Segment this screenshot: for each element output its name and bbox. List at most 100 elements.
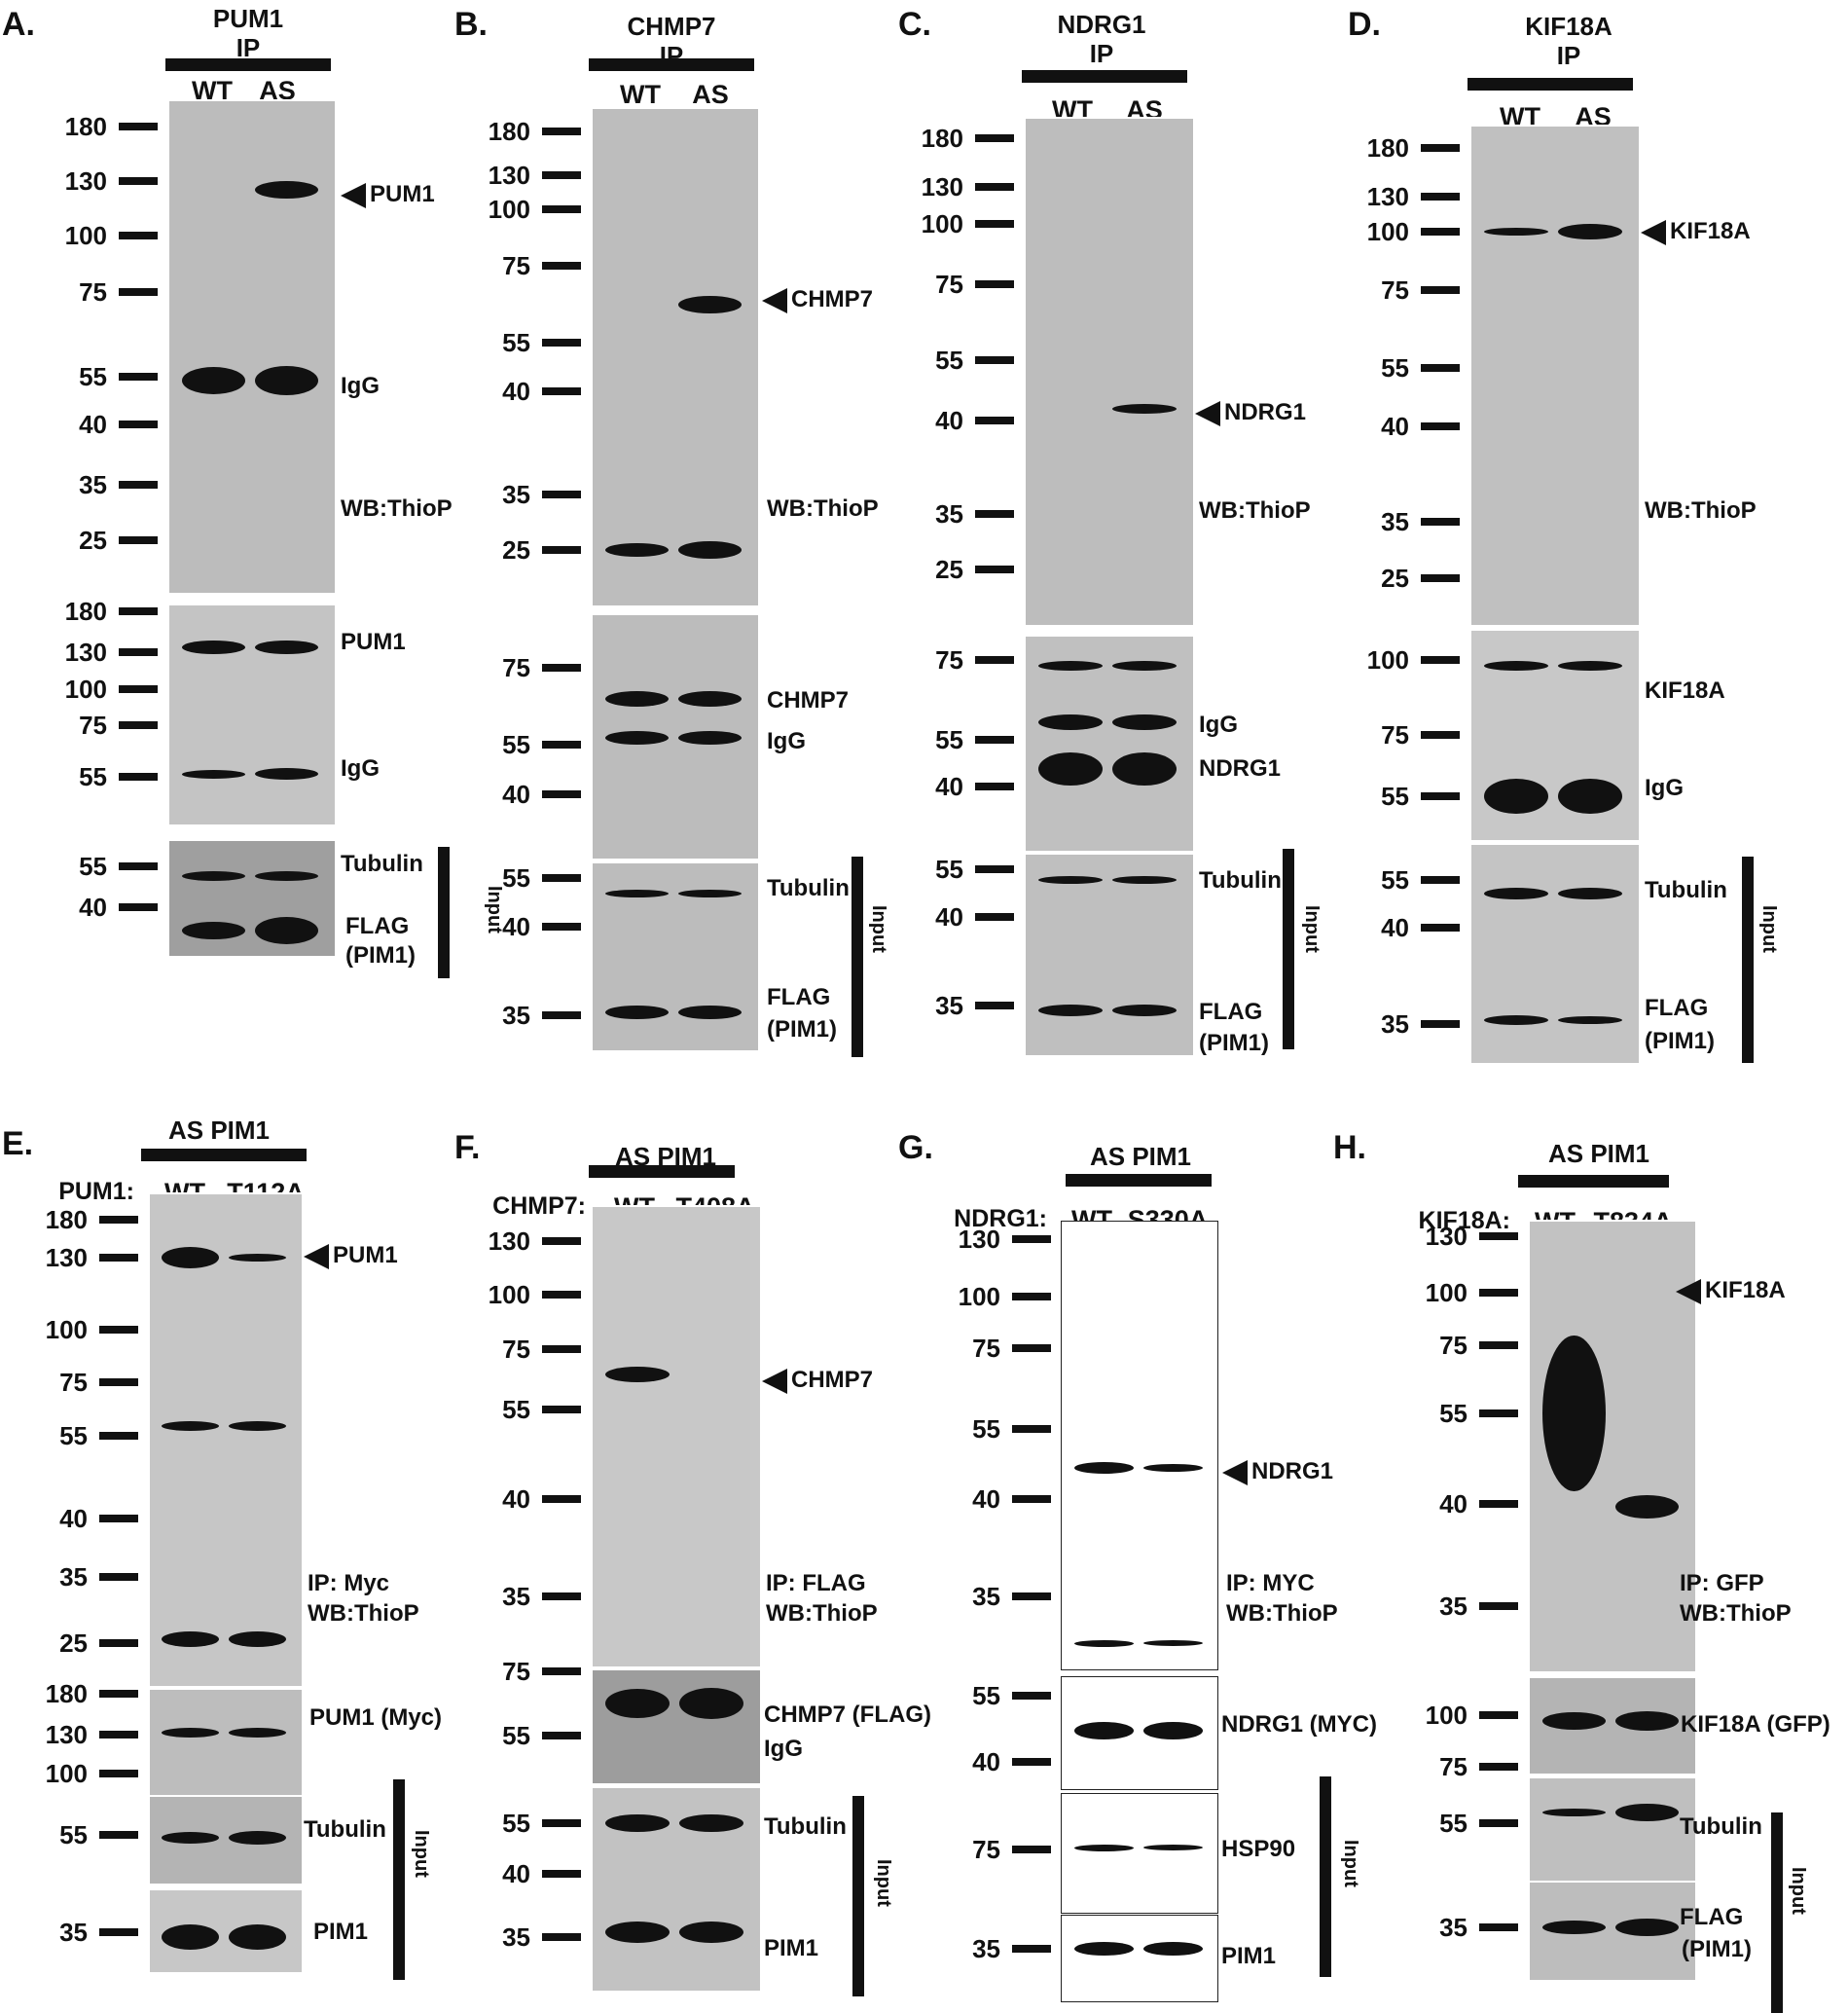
arrowhead-icon	[1641, 219, 1666, 245]
protein-band	[182, 922, 245, 939]
arrow-label: CHMP7	[791, 286, 874, 312]
band-label: (PIM1)	[767, 1016, 837, 1043]
protein-band	[1542, 1336, 1606, 1491]
mw-label: 25	[935, 555, 963, 584]
mw-tick	[542, 387, 581, 395]
mw-label: 40	[502, 780, 530, 809]
mw-marker: 75	[1367, 1754, 1518, 1779]
band-label: FLAG	[1199, 999, 1263, 1025]
mw-marker: 35	[1367, 1915, 1518, 1940]
mw-label: 130	[64, 166, 107, 196]
mw-tick	[542, 128, 581, 135]
blot-membrane	[591, 1668, 762, 1785]
mw-tick	[542, 1237, 581, 1245]
group-bar	[1518, 1175, 1669, 1188]
protein-band	[1074, 1639, 1135, 1647]
band-label: IgG	[341, 755, 380, 782]
mw-label: 75	[1439, 1752, 1468, 1781]
arrowhead-icon	[762, 287, 787, 313]
mw-tick	[99, 1928, 138, 1936]
panel-label: H.	[1333, 1129, 1366, 1166]
band-label: IgG	[1645, 775, 1684, 801]
mw-label: 35	[59, 1918, 88, 1947]
band-label: KIF18A	[1645, 677, 1725, 704]
mw-marker: 40	[863, 904, 1014, 930]
protein-band	[1112, 404, 1177, 414]
protein-band	[255, 768, 318, 780]
mw-marker: 55	[430, 1723, 581, 1748]
mw-tick	[975, 183, 1014, 191]
protein-band	[1615, 1804, 1679, 1821]
mw-tick	[542, 171, 581, 179]
mw-label: 75	[79, 711, 107, 740]
protein-band	[255, 917, 318, 944]
input-bracket	[1283, 849, 1294, 1049]
mw-tick	[99, 1432, 138, 1440]
group-bar	[165, 58, 331, 71]
blot-membrane	[1061, 1793, 1218, 1914]
mw-marker: 55	[7, 364, 158, 389]
mw-label: 100	[488, 1280, 530, 1309]
blot-membrane	[1469, 125, 1641, 627]
mw-marker: 100	[900, 1284, 1051, 1309]
protein-band	[1038, 661, 1103, 671]
mw-label: 35	[502, 1582, 530, 1611]
mw-label: 40	[502, 1484, 530, 1514]
mw-marker: 55	[430, 330, 581, 355]
protein-band	[1484, 1015, 1548, 1025]
mw-marker: 130	[0, 1245, 138, 1270]
mw-marker: 55	[430, 1397, 581, 1422]
mw-label: 55	[502, 1721, 530, 1750]
protein-band	[605, 1006, 669, 1019]
mw-tick	[99, 1515, 138, 1522]
panel-title: NDRG1	[1057, 10, 1146, 39]
band-label: IgG	[341, 373, 380, 399]
mw-label: 35	[502, 1001, 530, 1030]
mw-tick	[542, 262, 581, 270]
mw-tick	[1421, 876, 1460, 884]
mw-marker: 55	[1309, 784, 1460, 809]
arrowhead-icon	[341, 182, 366, 208]
input-label: Input	[1788, 1867, 1809, 1915]
mw-label: 55	[502, 1395, 530, 1424]
mw-marker: 40	[430, 782, 581, 807]
protein-band	[1074, 1844, 1135, 1851]
panel-title-ip: IP	[1089, 39, 1114, 68]
mw-tick	[975, 417, 1014, 424]
mw-tick	[542, 1011, 581, 1019]
group-bar	[1066, 1174, 1212, 1187]
mw-label: 130	[45, 1720, 88, 1749]
panel-label: G.	[898, 1129, 933, 1166]
mw-marker: 75	[430, 655, 581, 680]
mw-tick	[542, 1933, 581, 1941]
protein-band	[1558, 224, 1622, 239]
mw-marker: 75	[863, 647, 1014, 673]
mw-label: 40	[502, 377, 530, 406]
mw-marker: 25	[0, 1630, 138, 1656]
mw-tick	[1479, 1602, 1518, 1610]
band-label: PIM1	[764, 1935, 819, 1961]
mw-marker: 130	[430, 163, 581, 188]
mw-tick	[1012, 1495, 1051, 1503]
protein-band	[1484, 888, 1548, 899]
mw-tick	[99, 1831, 138, 1839]
mw-tick	[119, 773, 158, 781]
arrow-label: NDRG1	[1251, 1458, 1334, 1484]
band-label: PUM1 (Myc)	[309, 1704, 443, 1731]
mw-marker: 55	[1309, 355, 1460, 381]
mw-marker: 25	[1309, 566, 1460, 591]
band-label: NDRG1 (MYC)	[1221, 1711, 1377, 1738]
mw-label: 55	[502, 730, 530, 759]
mw-tick	[1479, 1289, 1518, 1297]
mw-marker: 55	[863, 727, 1014, 752]
protein-band	[1038, 1005, 1103, 1016]
mw-marker: 55	[1367, 1811, 1518, 1836]
mw-tick	[119, 862, 158, 870]
mw-tick	[542, 1870, 581, 1878]
mw-label: 55	[935, 346, 963, 375]
mw-tick	[975, 656, 1014, 664]
group-bar	[1022, 70, 1187, 83]
band-label: (PIM1)	[1199, 1030, 1269, 1056]
group-bar	[141, 1149, 307, 1161]
